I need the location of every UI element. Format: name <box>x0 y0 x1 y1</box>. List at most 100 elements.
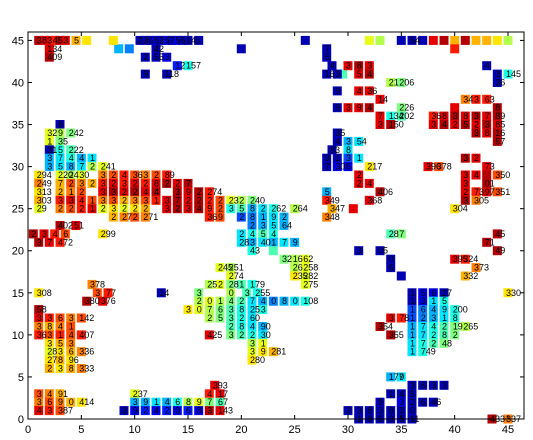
data-point-label: 32 <box>282 254 292 264</box>
data-point-label: 58 <box>37 305 47 315</box>
data-point-marker <box>34 313 44 323</box>
x-tick-label: 40 <box>449 424 461 436</box>
data-point-label: 3 <box>186 204 191 214</box>
data-point-marker <box>34 237 44 247</box>
data-point-label: 2 <box>143 406 148 416</box>
data-point-marker <box>172 204 182 214</box>
data-point-label: 67 <box>218 397 228 407</box>
data-point-label: 73 <box>485 162 495 172</box>
data-point-label: 8 <box>250 212 255 222</box>
data-point-marker <box>226 263 236 273</box>
data-point-marker <box>375 322 385 331</box>
data-point-label: 393 <box>213 380 228 390</box>
data-point-label: 255 <box>255 288 270 298</box>
data-point-label: 54 <box>410 35 420 45</box>
data-point-marker <box>327 204 337 214</box>
data-point-marker <box>279 254 289 264</box>
data-point-label: 3 <box>58 364 63 374</box>
data-point-marker <box>450 330 460 340</box>
data-point-marker <box>44 313 54 323</box>
data-point-label: 7 <box>421 330 426 340</box>
data-point-marker <box>151 397 161 407</box>
data-point-marker <box>482 178 492 188</box>
data-point-marker <box>396 389 406 399</box>
data-point-label: 9 <box>143 69 148 79</box>
data-point-marker <box>322 195 332 205</box>
data-point-marker <box>354 61 364 71</box>
data-point-label: 281 <box>271 347 286 357</box>
data-point-marker <box>87 162 97 172</box>
data-point-marker <box>428 288 438 298</box>
data-point-marker <box>322 52 332 62</box>
data-point-label: 3 <box>79 178 84 188</box>
data-point-marker <box>226 279 236 289</box>
data-point-marker <box>471 153 481 163</box>
data-point-marker <box>258 338 268 348</box>
data-point-marker <box>258 212 268 222</box>
data-point-marker <box>386 263 396 273</box>
data-point-marker <box>236 330 246 340</box>
data-point-marker <box>140 204 150 214</box>
data-point-label: 4 <box>271 229 276 239</box>
data-point-marker <box>343 145 353 155</box>
data-point-label: 0 <box>293 296 298 306</box>
data-point-marker <box>226 322 236 331</box>
data-point-label: 6 <box>175 397 180 407</box>
data-point-label: 6 <box>186 406 191 416</box>
data-point-marker <box>172 406 182 416</box>
data-point-marker <box>172 195 182 205</box>
data-point-label: 2 <box>218 195 223 205</box>
data-point-label: 05 <box>378 246 388 256</box>
data-point-label: 5 <box>261 229 266 239</box>
data-point-label: 12 <box>175 61 185 71</box>
data-point-label: 4 <box>250 322 255 332</box>
data-point-marker <box>66 178 76 188</box>
data-point-marker <box>98 296 108 306</box>
data-point-label: 354 <box>378 322 393 332</box>
data-point-label: 8 <box>442 111 447 121</box>
data-point-marker <box>215 305 225 315</box>
data-point-marker <box>300 35 310 45</box>
data-point-label: 275 <box>303 279 318 289</box>
data-point-marker <box>471 170 481 180</box>
data-point-marker <box>44 52 54 62</box>
data-point-label: 2 <box>165 178 170 188</box>
data-point-label: 8 <box>421 380 426 390</box>
data-point-label: 7 <box>207 397 212 407</box>
data-point-marker <box>108 35 118 45</box>
data-point-label: 7 <box>250 296 255 306</box>
data-point-marker <box>66 322 76 331</box>
data-point-label: 8 <box>186 397 191 407</box>
data-point-marker <box>268 221 278 230</box>
data-point-marker <box>183 178 193 188</box>
data-point-marker <box>396 271 406 281</box>
data-point-label: 3 <box>101 187 106 197</box>
data-point-marker <box>279 212 289 222</box>
data-point-marker <box>375 406 385 416</box>
data-point-marker <box>407 313 417 323</box>
data-point-marker <box>172 61 182 71</box>
data-point-label: 235 <box>293 271 308 281</box>
data-point-marker <box>418 338 428 348</box>
data-point-label: 5 <box>421 288 426 298</box>
data-point-marker <box>354 178 364 188</box>
data-point-marker <box>322 153 332 163</box>
data-point-label: 29 <box>37 204 47 214</box>
data-point-marker <box>492 136 502 146</box>
data-point-marker <box>162 69 172 79</box>
data-point-label: 4 <box>165 397 170 407</box>
data-point-marker <box>460 153 470 163</box>
data-point-marker <box>194 195 204 205</box>
data-point-marker <box>183 204 193 214</box>
data-point-marker <box>492 187 502 197</box>
data-point-marker <box>407 397 417 407</box>
data-point-label: 333 <box>79 364 94 374</box>
data-point-label: 5 <box>58 35 63 45</box>
data-point-label: 9 <box>261 347 266 357</box>
data-point-marker <box>418 288 428 298</box>
data-point-label: 308 <box>37 288 52 298</box>
data-point-marker <box>76 364 86 373</box>
data-point-marker <box>375 397 385 407</box>
y-tick-label: 15 <box>12 288 24 300</box>
data-point-marker <box>332 86 342 96</box>
